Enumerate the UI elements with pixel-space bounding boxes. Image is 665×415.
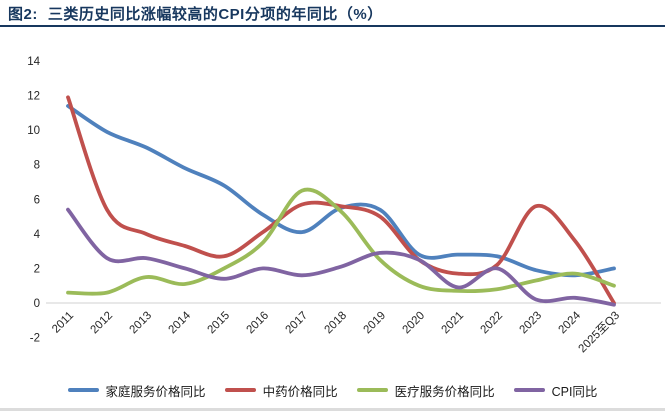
series-line-CPI同比	[66, 207, 616, 307]
series-line-医疗服务价格同比	[66, 187, 616, 296]
x-axis-tick-label: 2016	[245, 310, 272, 337]
y-axis-tick-label: 0	[34, 298, 40, 310]
series-line-家庭服务价格同比	[66, 104, 616, 278]
legend-item: 医疗服务价格同比	[356, 381, 495, 400]
x-axis-tick-label: 2014	[167, 309, 194, 336]
figure-number-label: 图2:	[8, 6, 38, 23]
legend-item: 家庭服务价格同比	[67, 381, 206, 400]
legend-label: 医疗服务价格同比	[394, 384, 495, 399]
y-axis-tick-label: 14	[27, 56, 40, 68]
x-axis-tick-label: 2011	[50, 310, 76, 336]
y-axis-tick-label: 10	[27, 125, 40, 137]
figure-header: 图2: 三类历史同比涨幅较高的CPI分项的年同比（%）	[0, 0, 665, 27]
x-axis-tick-label: 2012	[89, 310, 116, 337]
y-axis-tick-label: 12	[27, 91, 40, 103]
x-axis-tick-label: 2019	[362, 310, 389, 337]
x-axis-tick-label: 2025至Q3	[577, 310, 623, 356]
legend-item: 中药价格同比	[224, 381, 338, 400]
x-axis-tick-label: 2022	[479, 310, 506, 337]
legend-item: CPI同比	[513, 381, 598, 400]
legend-line-swatch	[67, 388, 99, 392]
series-line-中药价格同比	[66, 95, 616, 305]
legend-label: 中药价格同比	[262, 384, 338, 399]
x-axis-tick-label: 2020	[401, 310, 428, 337]
figure-title: 三类历史同比涨幅较高的CPI分项的年同比（%）	[47, 6, 383, 23]
legend-line-swatch	[224, 388, 256, 392]
legend-line-swatch	[356, 388, 388, 392]
y-axis-tick-label: 4	[34, 229, 41, 241]
x-axis-tick-label: 2015	[206, 310, 233, 337]
x-axis-tick-label: 2013	[128, 310, 155, 337]
x-axis-tick-label: 2023	[518, 310, 545, 337]
y-axis-tick-label: -2	[30, 333, 40, 345]
x-axis-tick-label: 2017	[284, 310, 311, 337]
x-axis-tick-label: 2024	[557, 309, 584, 336]
x-axis-tick-label: 2018	[323, 310, 350, 337]
chart-legend: 家庭服务价格同比 中药价格同比 医疗服务价格同比 CPI同比	[0, 380, 665, 400]
legend-label: CPI同比	[551, 384, 598, 399]
legend-line-swatch	[513, 388, 545, 392]
y-axis-tick-label: 6	[34, 194, 40, 206]
y-axis-tick-label: 2	[34, 263, 40, 275]
legend-label: 家庭服务价格同比	[105, 384, 206, 399]
y-axis-tick-label: 8	[34, 160, 40, 172]
bottom-divider	[0, 408, 665, 411]
x-axis-tick-label: 2021	[440, 310, 467, 337]
